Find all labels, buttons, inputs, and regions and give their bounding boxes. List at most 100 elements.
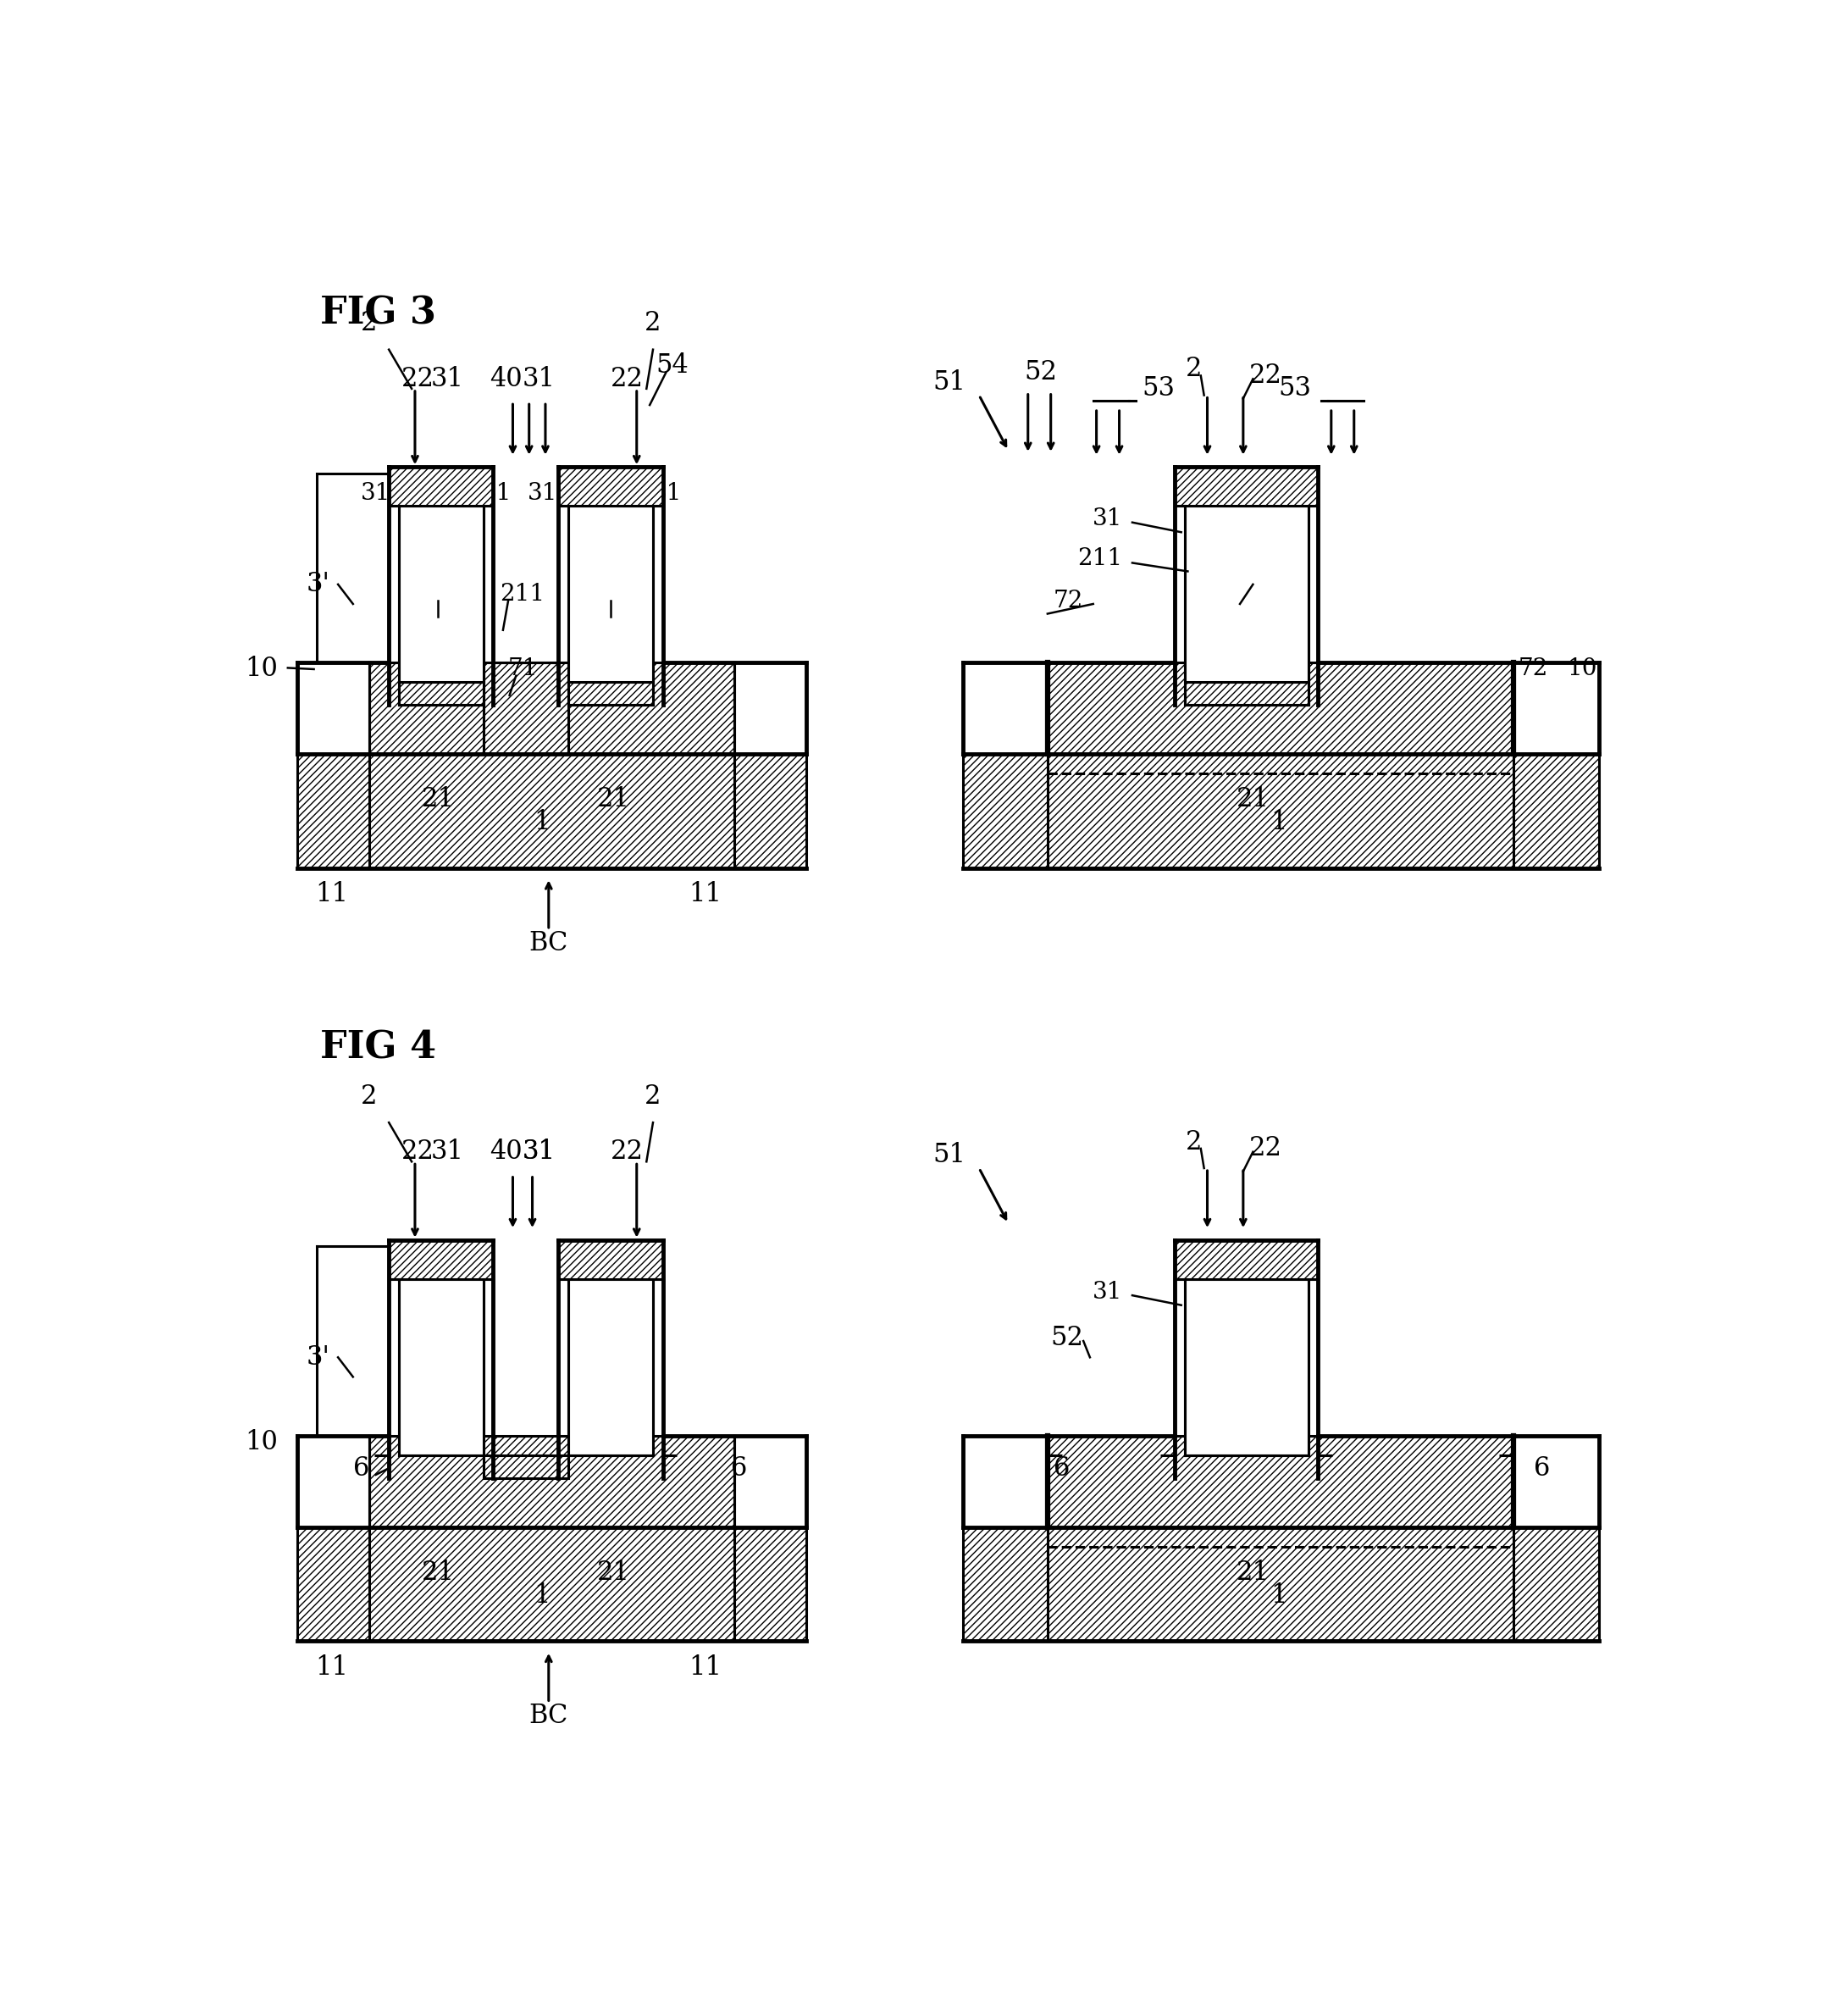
Text: 22: 22: [610, 1140, 643, 1166]
Text: 11: 11: [689, 881, 723, 907]
Text: 6: 6: [1053, 1456, 1070, 1482]
Bar: [484, 1456, 567, 1478]
Text: 22: 22: [1249, 1136, 1283, 1162]
Text: 31: 31: [482, 481, 512, 505]
Bar: [963, 662, 1048, 754]
Bar: [399, 682, 484, 704]
Text: 11: 11: [316, 881, 349, 907]
Bar: [1185, 505, 1308, 682]
Text: 22: 22: [401, 366, 434, 392]
Text: 31: 31: [360, 481, 390, 505]
Bar: [1048, 662, 1514, 754]
Text: 31: 31: [431, 366, 464, 392]
Bar: [484, 662, 567, 754]
Bar: [1514, 662, 1599, 754]
Text: 21: 21: [1236, 1559, 1270, 1585]
Text: 6: 6: [353, 1456, 370, 1482]
Text: 1: 1: [1271, 1583, 1288, 1609]
Bar: [1185, 1279, 1308, 1456]
Text: 21: 21: [1236, 786, 1270, 814]
Text: 22: 22: [423, 1353, 453, 1374]
Text: 2: 2: [360, 310, 377, 336]
Text: 3': 3': [307, 571, 331, 597]
Bar: [567, 662, 734, 754]
Text: 6: 6: [1534, 1456, 1550, 1482]
Text: 72: 72: [1519, 658, 1549, 680]
Bar: [399, 1279, 484, 1456]
Text: 71: 71: [508, 658, 538, 680]
Bar: [567, 682, 652, 704]
Text: 31: 31: [431, 1140, 464, 1166]
Text: 22: 22: [595, 1353, 625, 1374]
Text: BC: BC: [529, 1703, 569, 1728]
Text: 1: 1: [1271, 810, 1288, 835]
Text: 2: 2: [1186, 356, 1203, 382]
Bar: [399, 505, 484, 682]
Bar: [388, 467, 493, 505]
Text: 40: 40: [490, 1140, 523, 1166]
Text: 21: 21: [597, 1559, 630, 1585]
Text: 72: 72: [1053, 589, 1083, 613]
Text: 52: 52: [1050, 1325, 1083, 1351]
Text: 40: 40: [490, 366, 523, 392]
Bar: [567, 505, 652, 682]
Text: 31: 31: [652, 481, 682, 505]
Text: 21: 21: [421, 1559, 455, 1585]
Bar: [370, 1436, 734, 1528]
Text: 31: 31: [523, 366, 556, 392]
Bar: [567, 1279, 652, 1456]
Text: 31: 31: [1092, 1281, 1122, 1303]
Text: 2: 2: [360, 1084, 377, 1110]
Text: 10: 10: [1567, 658, 1597, 680]
Text: 211: 211: [1077, 547, 1122, 569]
Text: BC: BC: [529, 931, 569, 957]
Text: 1: 1: [534, 1583, 551, 1609]
Text: 51: 51: [933, 370, 967, 396]
Bar: [734, 1436, 806, 1528]
Bar: [1514, 1436, 1599, 1528]
Text: 54: 54: [656, 352, 689, 380]
Text: FIG 3: FIG 3: [320, 296, 436, 332]
Text: 1: 1: [534, 810, 551, 835]
Text: 21: 21: [597, 786, 630, 814]
Bar: [1175, 467, 1318, 505]
Bar: [963, 754, 1599, 867]
Text: 22: 22: [423, 579, 453, 603]
Text: 22: 22: [1244, 567, 1275, 589]
Text: 22: 22: [595, 579, 625, 603]
Bar: [1185, 682, 1308, 704]
Bar: [558, 467, 663, 505]
Text: 2: 2: [645, 310, 662, 336]
Text: 31: 31: [523, 1140, 556, 1166]
Text: 2: 2: [645, 1084, 662, 1110]
Bar: [298, 1528, 806, 1641]
Bar: [370, 662, 484, 754]
Bar: [558, 1239, 663, 1279]
Text: 11: 11: [689, 1655, 723, 1681]
Text: 52: 52: [1024, 360, 1057, 386]
Bar: [298, 1436, 370, 1528]
Text: 3': 3': [307, 1345, 331, 1370]
Text: 11: 11: [316, 1655, 349, 1681]
Bar: [1175, 1239, 1318, 1279]
Text: 22: 22: [1249, 362, 1283, 388]
Text: 2: 2: [1186, 1130, 1203, 1156]
Text: 31: 31: [1092, 507, 1122, 531]
Text: 31: 31: [523, 1140, 556, 1166]
Bar: [734, 662, 806, 754]
Text: 51: 51: [933, 1142, 967, 1168]
Bar: [298, 662, 370, 754]
Bar: [1048, 1436, 1514, 1528]
Text: 211: 211: [501, 583, 545, 605]
Bar: [388, 1239, 493, 1279]
Text: 6: 6: [517, 1456, 534, 1482]
Text: 10: 10: [246, 1428, 277, 1456]
Bar: [963, 1528, 1599, 1641]
Text: 22: 22: [610, 366, 643, 392]
Text: 10: 10: [246, 656, 277, 682]
Bar: [963, 1436, 1048, 1528]
Text: 31: 31: [527, 481, 556, 505]
Text: 22: 22: [401, 1140, 434, 1166]
Text: FIG 4: FIG 4: [320, 1028, 436, 1066]
Text: 53: 53: [1279, 376, 1312, 402]
